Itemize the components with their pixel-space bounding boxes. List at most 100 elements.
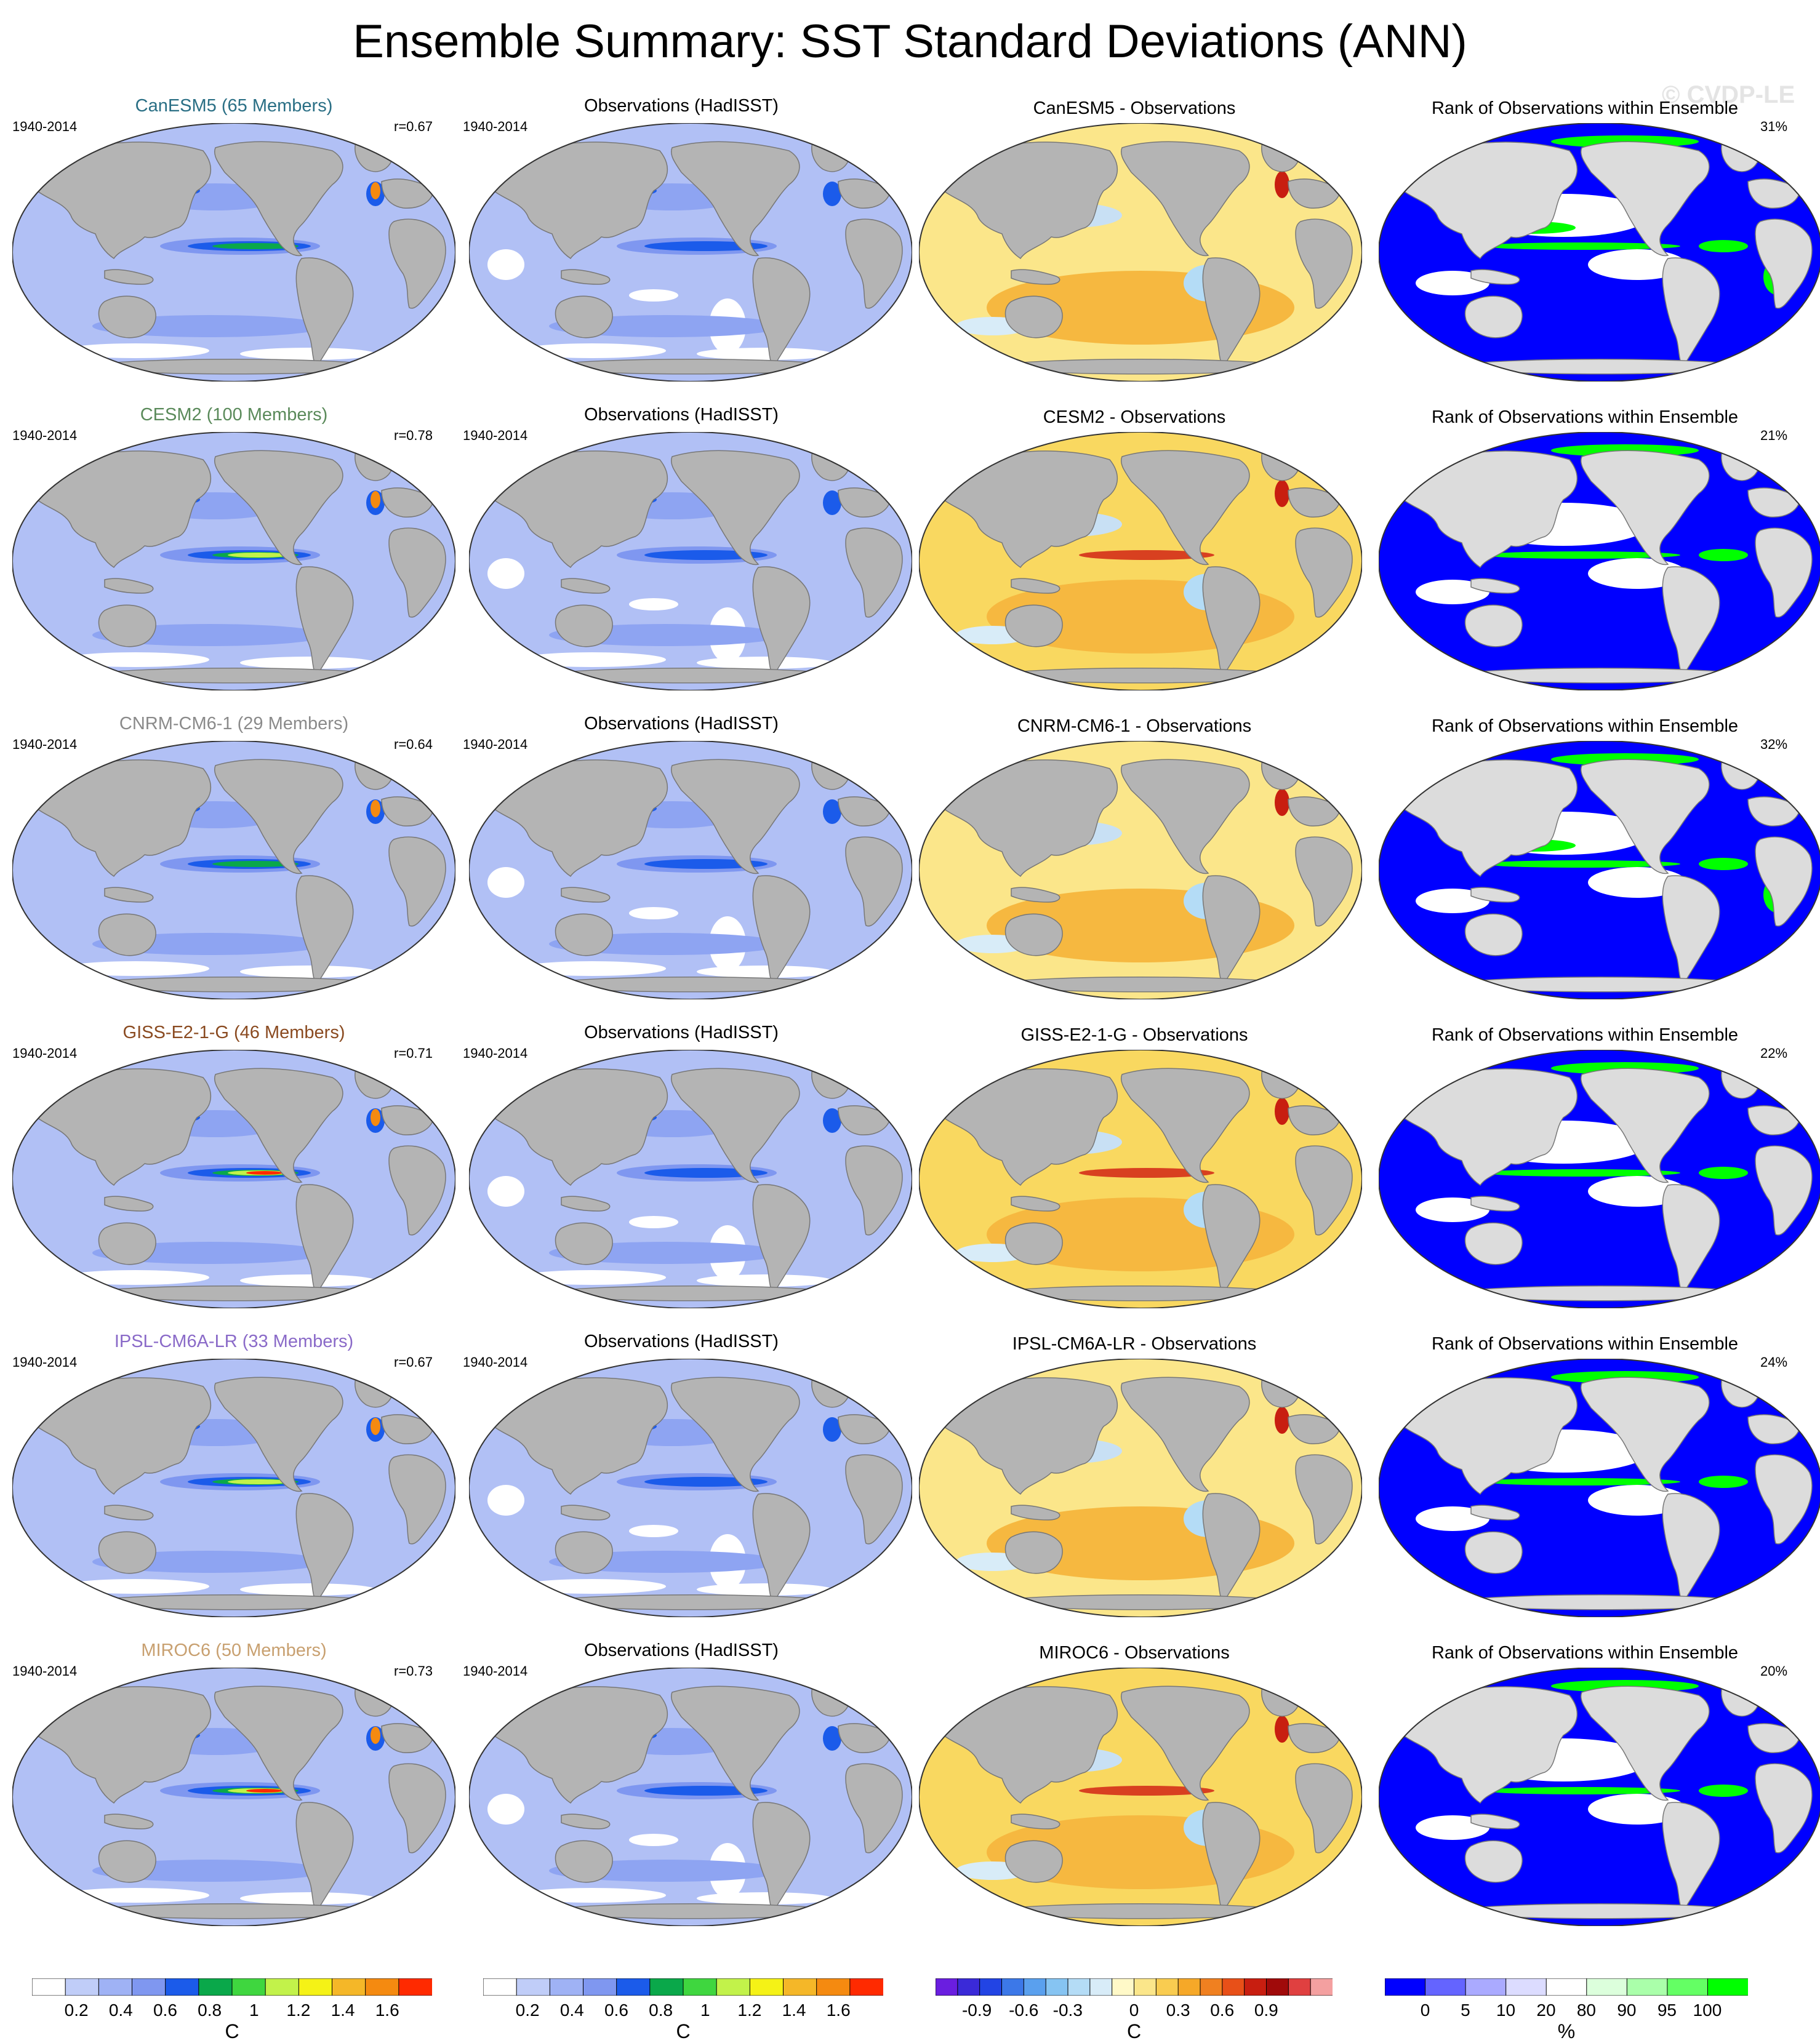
north-america-landmass (214, 1377, 343, 1492)
field-layer (919, 123, 1362, 382)
colorbar-swatch (583, 1978, 617, 1996)
gulf-stream-band (823, 799, 841, 824)
colorbar-tick-label: 0.4 (108, 2001, 133, 2020)
colorbar-swatch (1310, 1978, 1333, 1996)
map-outline (469, 123, 912, 382)
period-label: 1940-2014 (463, 1663, 528, 1679)
map-outline (12, 432, 455, 690)
field-layer (469, 741, 912, 999)
model-map-4 (12, 1359, 455, 1617)
colorbar-swatch (298, 1978, 333, 1996)
low-variance-patch (487, 1794, 524, 1825)
europe-landmass (1288, 1723, 1341, 1753)
antarctica-landmass (986, 359, 1295, 375)
colorbar-swatch (1222, 1978, 1245, 1996)
pattern-correlation: r=0.71 (394, 1045, 433, 1061)
period-label: 1940-2014 (12, 428, 78, 443)
colorbar-tick-label: 1.2 (286, 2001, 311, 2020)
map-outline (469, 1668, 912, 1926)
model-title: CNRM-CM6-1 (29 Members) (119, 714, 349, 734)
obs-map-2 (469, 741, 912, 999)
europe-landmass (1747, 796, 1801, 826)
colorbar-tick-label: -0.6 (1009, 2001, 1039, 2020)
map-outline (1379, 1668, 1820, 1926)
colorbar-swatch (1667, 1978, 1709, 1996)
period-label: 1940-2014 (463, 119, 528, 134)
antarctica-landmass (79, 359, 388, 375)
colorbar-swatch (783, 1978, 817, 1996)
europe-landmass (1288, 796, 1341, 826)
gulf-stream-peak (371, 800, 380, 817)
map-outline (1379, 1359, 1820, 1617)
map-outline (1379, 432, 1820, 690)
colorbar-tick-label: 0.6 (1210, 2001, 1235, 2020)
colorbar-tick-label: 0 (1420, 2001, 1430, 2020)
antarctica-landmass (986, 1594, 1295, 1610)
africa-landmass (1295, 836, 1353, 927)
north-america-landmass (1581, 450, 1710, 566)
period-label: 1940-2014 (463, 737, 528, 752)
colorbar-swatch (979, 1978, 1003, 1996)
north-america-landmass (1581, 141, 1710, 257)
antarctica-landmass (986, 977, 1295, 993)
indonesia-landmass (561, 578, 611, 594)
colorbar-swatch (332, 1978, 366, 1996)
colorbar-swatch (1112, 1978, 1135, 1996)
europe-landmass (838, 796, 891, 826)
rank-map-4 (1379, 1359, 1820, 1617)
period-label: 1940-2014 (463, 1045, 528, 1061)
africa-landmass (1295, 1454, 1353, 1545)
rank-title: Rank of Observations within Ensemble (1431, 1025, 1739, 1045)
north-america-landmass (671, 141, 800, 257)
indonesia-landmass (104, 1813, 154, 1829)
asia-landmass (942, 1068, 1118, 1186)
africa-landmass (1755, 836, 1813, 927)
colorbar-swatch (1001, 1978, 1025, 1996)
colorbar-swatch (549, 1978, 584, 1996)
australia-landmass (555, 913, 613, 956)
colorbar-swatch (1155, 1978, 1179, 1996)
australia-landmass (1464, 604, 1523, 647)
field-layer (12, 123, 455, 382)
indonesia-landmass (104, 1505, 154, 1521)
australia-landmass (1464, 913, 1523, 956)
high-rank-band (1699, 858, 1748, 870)
antarctica-landmass (1446, 977, 1755, 993)
colorbar-swatch (1134, 1978, 1157, 1996)
map-outline (469, 741, 912, 999)
north-america-landmass (214, 141, 343, 257)
map-outline (12, 123, 455, 382)
period-label: 1940-2014 (463, 1354, 528, 1370)
indonesia-landmass (561, 1813, 611, 1829)
asia-landmass (1402, 1068, 1578, 1186)
australia-landmass (1464, 1840, 1523, 1883)
europe-landmass (1747, 1105, 1801, 1135)
europe-landmass (1288, 487, 1341, 518)
north-america-landmass (214, 450, 343, 566)
colorbar-swatch (265, 1978, 300, 1996)
field-layer (919, 432, 1362, 690)
colorbar-swatch (683, 1978, 718, 1996)
field-layer (1379, 123, 1820, 382)
colorbar-tick-label: 0.2 (64, 2001, 89, 2020)
equatorial-bias (1079, 550, 1214, 560)
antarctica-landmass (1446, 1285, 1755, 1301)
field-layer (919, 1359, 1362, 1617)
colorbar-swatch (1425, 1978, 1467, 1996)
gulf-stream-bias (1275, 1098, 1289, 1125)
colorbar-swatch (1244, 1978, 1267, 1996)
figure-title: Ensemble Summary: SST Standard Deviation… (353, 15, 1467, 68)
field-layer (469, 1359, 912, 1617)
europe-landmass (381, 796, 435, 826)
rank-percent: 20% (1760, 1663, 1788, 1679)
high-rank-band (1483, 860, 1680, 868)
gulf-stream-band (823, 1726, 841, 1751)
field-layer (12, 741, 455, 999)
low-variance-patch (62, 961, 209, 976)
rank-percent: 24% (1760, 1354, 1788, 1370)
colorbar-tick-label: 1 (249, 2001, 259, 2020)
field-layer (469, 1668, 912, 1926)
diff-map-0 (919, 123, 1362, 382)
north-america-landmass (1121, 450, 1250, 566)
low-variance-patch (518, 1579, 666, 1594)
